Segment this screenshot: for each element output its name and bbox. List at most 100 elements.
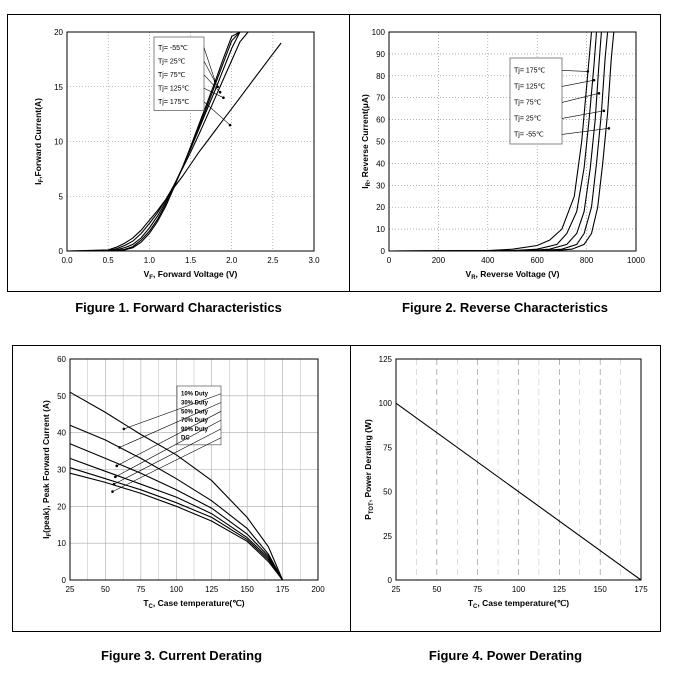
- x-tick-label: 3.0: [308, 256, 320, 265]
- y-tick-label: 40: [376, 159, 385, 168]
- x-tick-label: 200: [432, 256, 446, 265]
- legend-leader-line: [115, 419, 222, 478]
- x-tick-label: 50: [101, 585, 110, 594]
- figure-1-caption: Figure 1. Forward Characteristics: [75, 300, 282, 315]
- y-tick-label: 50: [383, 488, 392, 497]
- y-tick-label: 30: [376, 181, 385, 190]
- y-tick-label: 90: [376, 50, 385, 59]
- y-tick-label: 60: [57, 355, 66, 364]
- x-tick-label: 600: [531, 256, 545, 265]
- y-tick-label: 10: [54, 138, 63, 147]
- series-line-tj-25-: [67, 31, 241, 252]
- legend-entry: Tj= 75℃: [514, 99, 542, 106]
- x-axis-label: VF, Forward Voltage (V): [144, 269, 238, 281]
- y-tick-label: 10: [57, 539, 66, 548]
- legend-leader-line: [203, 74, 221, 93]
- legend-leader-arrowhead: [118, 446, 121, 449]
- legend-leader-arrowhead: [228, 123, 232, 127]
- series-line-tj-125-: [388, 31, 598, 252]
- legend-entry: Tj= 25℃: [514, 115, 542, 122]
- y-tick-label: 50: [376, 138, 385, 147]
- plot-frame: [69, 358, 319, 581]
- series-line-70-duty: [69, 457, 284, 581]
- y-tick-label: 20: [57, 502, 66, 511]
- x-tick-label: 1.5: [185, 256, 197, 265]
- y-axis-label: IR, Reverse Current(μA): [360, 94, 372, 189]
- x-tick-label: 175: [276, 585, 290, 594]
- x-tick-label: 1.0: [144, 256, 156, 265]
- y-tick-label: 100: [372, 28, 386, 37]
- x-tick-label: 200: [311, 585, 325, 594]
- legend-entry: Tj= 75℃: [158, 72, 186, 79]
- legend-leader-arrowhead: [111, 490, 114, 493]
- legend-box: [153, 36, 205, 111]
- x-tick-label: 0.0: [61, 256, 73, 265]
- x-tick-label: 50: [432, 585, 441, 594]
- x-tick-label: 150: [240, 585, 254, 594]
- x-tick-label: 0: [387, 256, 392, 265]
- legend-entry: 50% Duty: [181, 409, 209, 415]
- series-line-tj-55-: [388, 31, 615, 252]
- legend-leader-line: [123, 393, 222, 430]
- legend-entry: Tj= 25℃: [158, 58, 186, 65]
- y-axis-label: IF(peak), Peak Forward Current (A): [41, 400, 53, 539]
- series-line-tj-75-: [388, 31, 602, 252]
- y-tick-label: 125: [379, 355, 393, 364]
- y-tick-label: 0: [59, 247, 64, 256]
- legend-leader-line: [561, 128, 609, 135]
- series-line: [395, 402, 642, 581]
- legend-entry: Tj= 125℃: [158, 85, 190, 92]
- x-tick-label: 175: [634, 585, 648, 594]
- series-line-10-duty: [69, 391, 284, 581]
- series-line-tj-175-: [66, 42, 282, 252]
- x-tick-label: 75: [136, 585, 145, 594]
- x-tick-label: 75: [473, 585, 482, 594]
- legend-box: [509, 57, 563, 145]
- y-tick-label: 80: [376, 72, 385, 81]
- x-tick-label: 25: [392, 585, 401, 594]
- y-tick-label: 100: [379, 399, 393, 408]
- legend-leader-arrowhead: [122, 427, 126, 431]
- legend-leader-arrowhead: [597, 92, 601, 95]
- x-axis-label: TC, Case temperature(℃): [468, 598, 569, 610]
- y-axis-label: PTOT, Power Derating (W): [363, 419, 375, 520]
- x-tick-label: 125: [205, 585, 219, 594]
- series-line-tj-125-: [66, 31, 249, 252]
- legend-entry: Tj= 175℃: [158, 99, 190, 106]
- y-tick-label: 75: [383, 443, 392, 452]
- legend-entry: Tj= -55℃: [158, 45, 188, 52]
- y-tick-label: 50: [57, 392, 66, 401]
- figure-3-panel: 25 50 75 100 125 150 175 200 0 10 20 30 40 50 60 TC, Ca…: [12, 345, 351, 632]
- legend-leader-arrowhead: [586, 70, 590, 73]
- y-tick-label: 30: [57, 466, 66, 475]
- figure-1-panel: 0.0 0.5 1.0 1.5 2.0 2.5 3.0 0 5 10 15 20 VF, Forward…: [7, 14, 350, 292]
- x-tick-label: 125: [553, 585, 567, 594]
- legend-leader-line: [561, 93, 600, 103]
- figure-4-panel: 25 50 75 100 125 150 175 0 25 50 75 100 125 TC, Case …: [350, 345, 661, 632]
- legend-leader-line: [119, 402, 222, 448]
- legend-leader-line: [113, 428, 222, 485]
- figure-2-caption: Figure 2. Reverse Characteristics: [402, 300, 608, 315]
- legend-entry: Tj= 175℃: [514, 67, 546, 74]
- series-line-dc: [69, 472, 284, 581]
- legend-leader-line: [203, 47, 216, 82]
- legend-leader-line: [561, 79, 595, 87]
- y-axis-label: IF,Forward Current(A): [33, 98, 45, 185]
- legend-leader-arrowhead: [602, 109, 606, 113]
- legend-leader-arrowhead: [112, 482, 116, 486]
- legend-leader-line: [561, 110, 604, 119]
- y-tick-label: 5: [59, 192, 64, 201]
- figure-3-caption: Figure 3. Current Derating: [100, 648, 263, 663]
- y-tick-label: 15: [54, 83, 63, 92]
- legend-leader-arrowhead: [607, 127, 611, 130]
- legend-leader-line: [116, 411, 222, 467]
- x-tick-label: 100: [512, 585, 526, 594]
- legend-leader-arrowhead: [592, 78, 596, 82]
- current-derating-chart: 25 50 75 100 125 150 175 200 0 10 20 30 40 50 60 TC, Ca…: [41, 355, 325, 610]
- legend-entry: 90% Duty: [181, 427, 209, 433]
- y-tick-label: 0: [388, 576, 393, 585]
- series-line-50-duty: [69, 443, 284, 581]
- legend-entry: 30% Duty: [181, 401, 209, 407]
- x-axis-label: TC, Case temperature(℃): [143, 598, 244, 610]
